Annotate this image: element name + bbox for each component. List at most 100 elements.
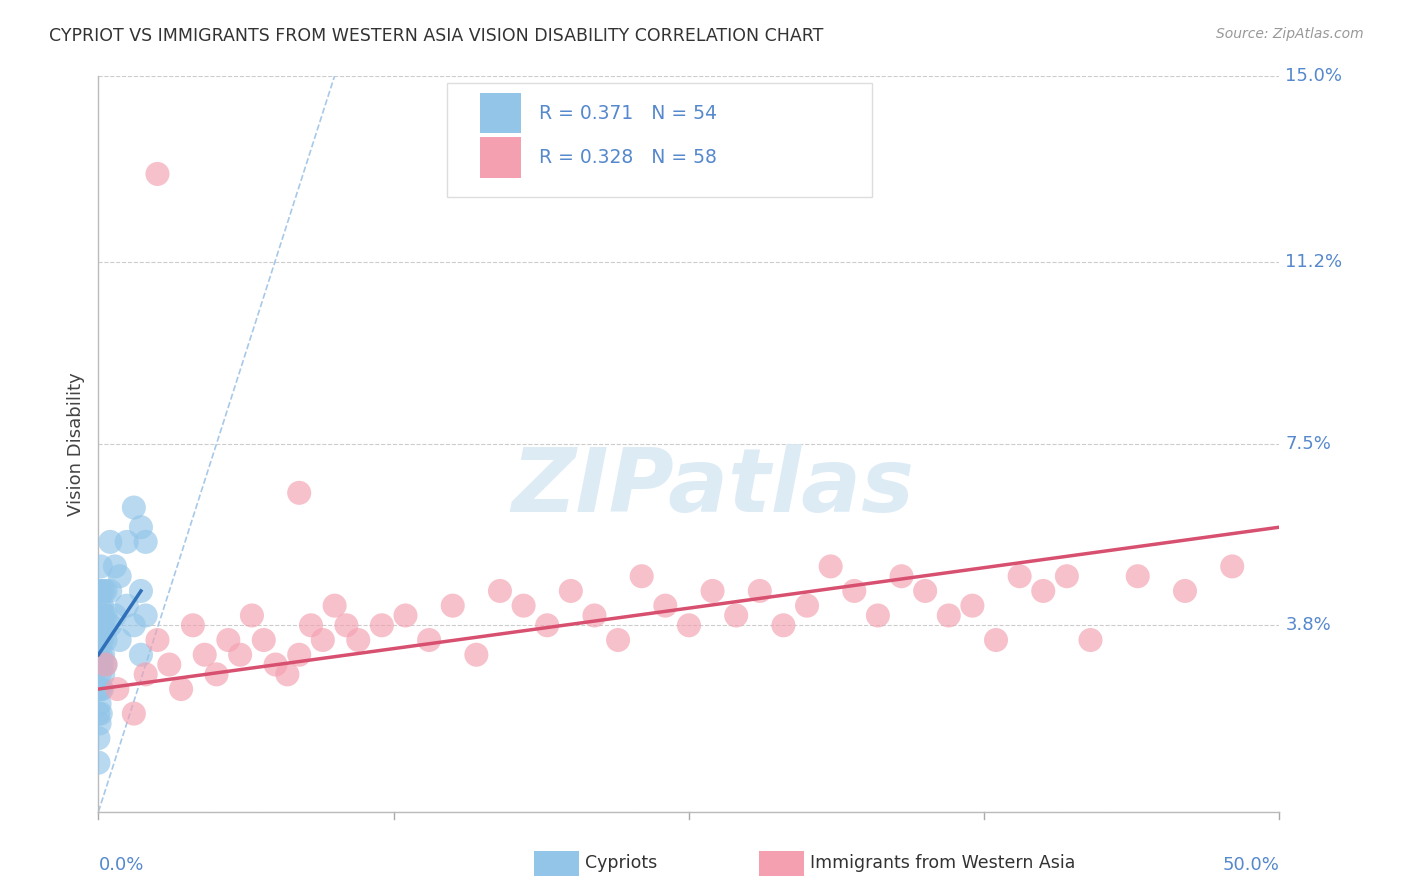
Text: 15.0%: 15.0% xyxy=(1285,67,1343,85)
Point xyxy=(866,608,889,623)
Point xyxy=(89,716,111,731)
Point xyxy=(108,633,131,648)
Point xyxy=(725,608,748,623)
Text: ZIPatlas: ZIPatlas xyxy=(510,444,914,532)
Point xyxy=(347,633,370,648)
Point xyxy=(87,584,110,599)
Point xyxy=(1126,569,1149,583)
Point xyxy=(820,559,842,574)
Point xyxy=(702,584,724,599)
Point xyxy=(90,706,112,721)
Text: R = 0.371   N = 54: R = 0.371 N = 54 xyxy=(538,103,717,122)
Point xyxy=(87,657,110,672)
Text: Source: ZipAtlas.com: Source: ZipAtlas.com xyxy=(1216,27,1364,41)
Point xyxy=(87,608,110,623)
Point xyxy=(94,657,117,672)
Point xyxy=(135,534,157,549)
Point xyxy=(87,756,110,770)
Point xyxy=(1008,569,1031,583)
Text: 0.0%: 0.0% xyxy=(98,856,143,874)
Point xyxy=(90,648,112,662)
Point xyxy=(94,633,117,648)
Point xyxy=(772,618,794,632)
FancyBboxPatch shape xyxy=(479,137,522,178)
Point xyxy=(94,657,117,672)
Text: 50.0%: 50.0% xyxy=(1223,856,1279,874)
Point xyxy=(91,608,114,623)
Point xyxy=(229,648,252,662)
Point xyxy=(89,667,111,681)
Point xyxy=(205,667,228,681)
Point xyxy=(91,667,114,681)
Point xyxy=(129,584,152,599)
Point xyxy=(90,681,112,696)
Point xyxy=(607,633,630,648)
Point xyxy=(678,618,700,632)
Point xyxy=(299,618,322,632)
Point xyxy=(91,648,114,662)
Point xyxy=(276,667,298,681)
Point xyxy=(654,599,676,613)
Point xyxy=(194,648,217,662)
Point xyxy=(465,648,488,662)
Point xyxy=(89,618,111,632)
Point xyxy=(94,584,117,599)
Point xyxy=(335,618,357,632)
Point xyxy=(91,618,114,632)
Point xyxy=(87,648,110,662)
Point xyxy=(115,599,138,613)
Point xyxy=(962,599,984,613)
Point xyxy=(914,584,936,599)
Point xyxy=(418,633,440,648)
Text: R = 0.328   N = 58: R = 0.328 N = 58 xyxy=(538,148,717,167)
Point xyxy=(984,633,1007,648)
Text: Cypriots: Cypriots xyxy=(585,855,657,872)
Point xyxy=(1032,584,1054,599)
Point xyxy=(217,633,239,648)
Point xyxy=(630,569,652,583)
Point xyxy=(890,569,912,583)
Point xyxy=(89,599,111,613)
Point xyxy=(157,657,180,672)
Point xyxy=(512,599,534,613)
Point xyxy=(1080,633,1102,648)
Point xyxy=(115,534,138,549)
Point xyxy=(135,667,157,681)
Point xyxy=(560,584,582,599)
Point xyxy=(135,608,157,623)
Point xyxy=(98,584,121,599)
Point xyxy=(90,584,112,599)
Point xyxy=(129,648,152,662)
Point xyxy=(122,500,145,515)
Point xyxy=(87,681,110,696)
Point xyxy=(87,618,110,632)
Point xyxy=(108,569,131,583)
FancyBboxPatch shape xyxy=(479,93,522,133)
Point xyxy=(146,633,169,648)
Point xyxy=(1056,569,1078,583)
Point xyxy=(89,697,111,711)
Point xyxy=(94,608,117,623)
Y-axis label: Vision Disability: Vision Disability xyxy=(66,372,84,516)
Text: 3.8%: 3.8% xyxy=(1285,616,1331,634)
Point xyxy=(323,599,346,613)
Point xyxy=(104,559,127,574)
Point xyxy=(91,633,114,648)
Text: Immigrants from Western Asia: Immigrants from Western Asia xyxy=(810,855,1076,872)
FancyBboxPatch shape xyxy=(447,83,872,197)
Text: 11.2%: 11.2% xyxy=(1285,253,1343,271)
Text: 7.5%: 7.5% xyxy=(1285,434,1331,453)
Point xyxy=(1174,584,1197,599)
Point xyxy=(87,731,110,746)
Point xyxy=(89,633,111,648)
Point xyxy=(91,618,114,632)
Point xyxy=(181,618,204,632)
Point xyxy=(87,706,110,721)
Point xyxy=(844,584,866,599)
Text: CYPRIOT VS IMMIGRANTS FROM WESTERN ASIA VISION DISABILITY CORRELATION CHART: CYPRIOT VS IMMIGRANTS FROM WESTERN ASIA … xyxy=(49,27,824,45)
Point xyxy=(91,657,114,672)
Point xyxy=(87,633,110,648)
Point xyxy=(91,584,114,599)
Point xyxy=(104,608,127,623)
Point xyxy=(264,657,287,672)
